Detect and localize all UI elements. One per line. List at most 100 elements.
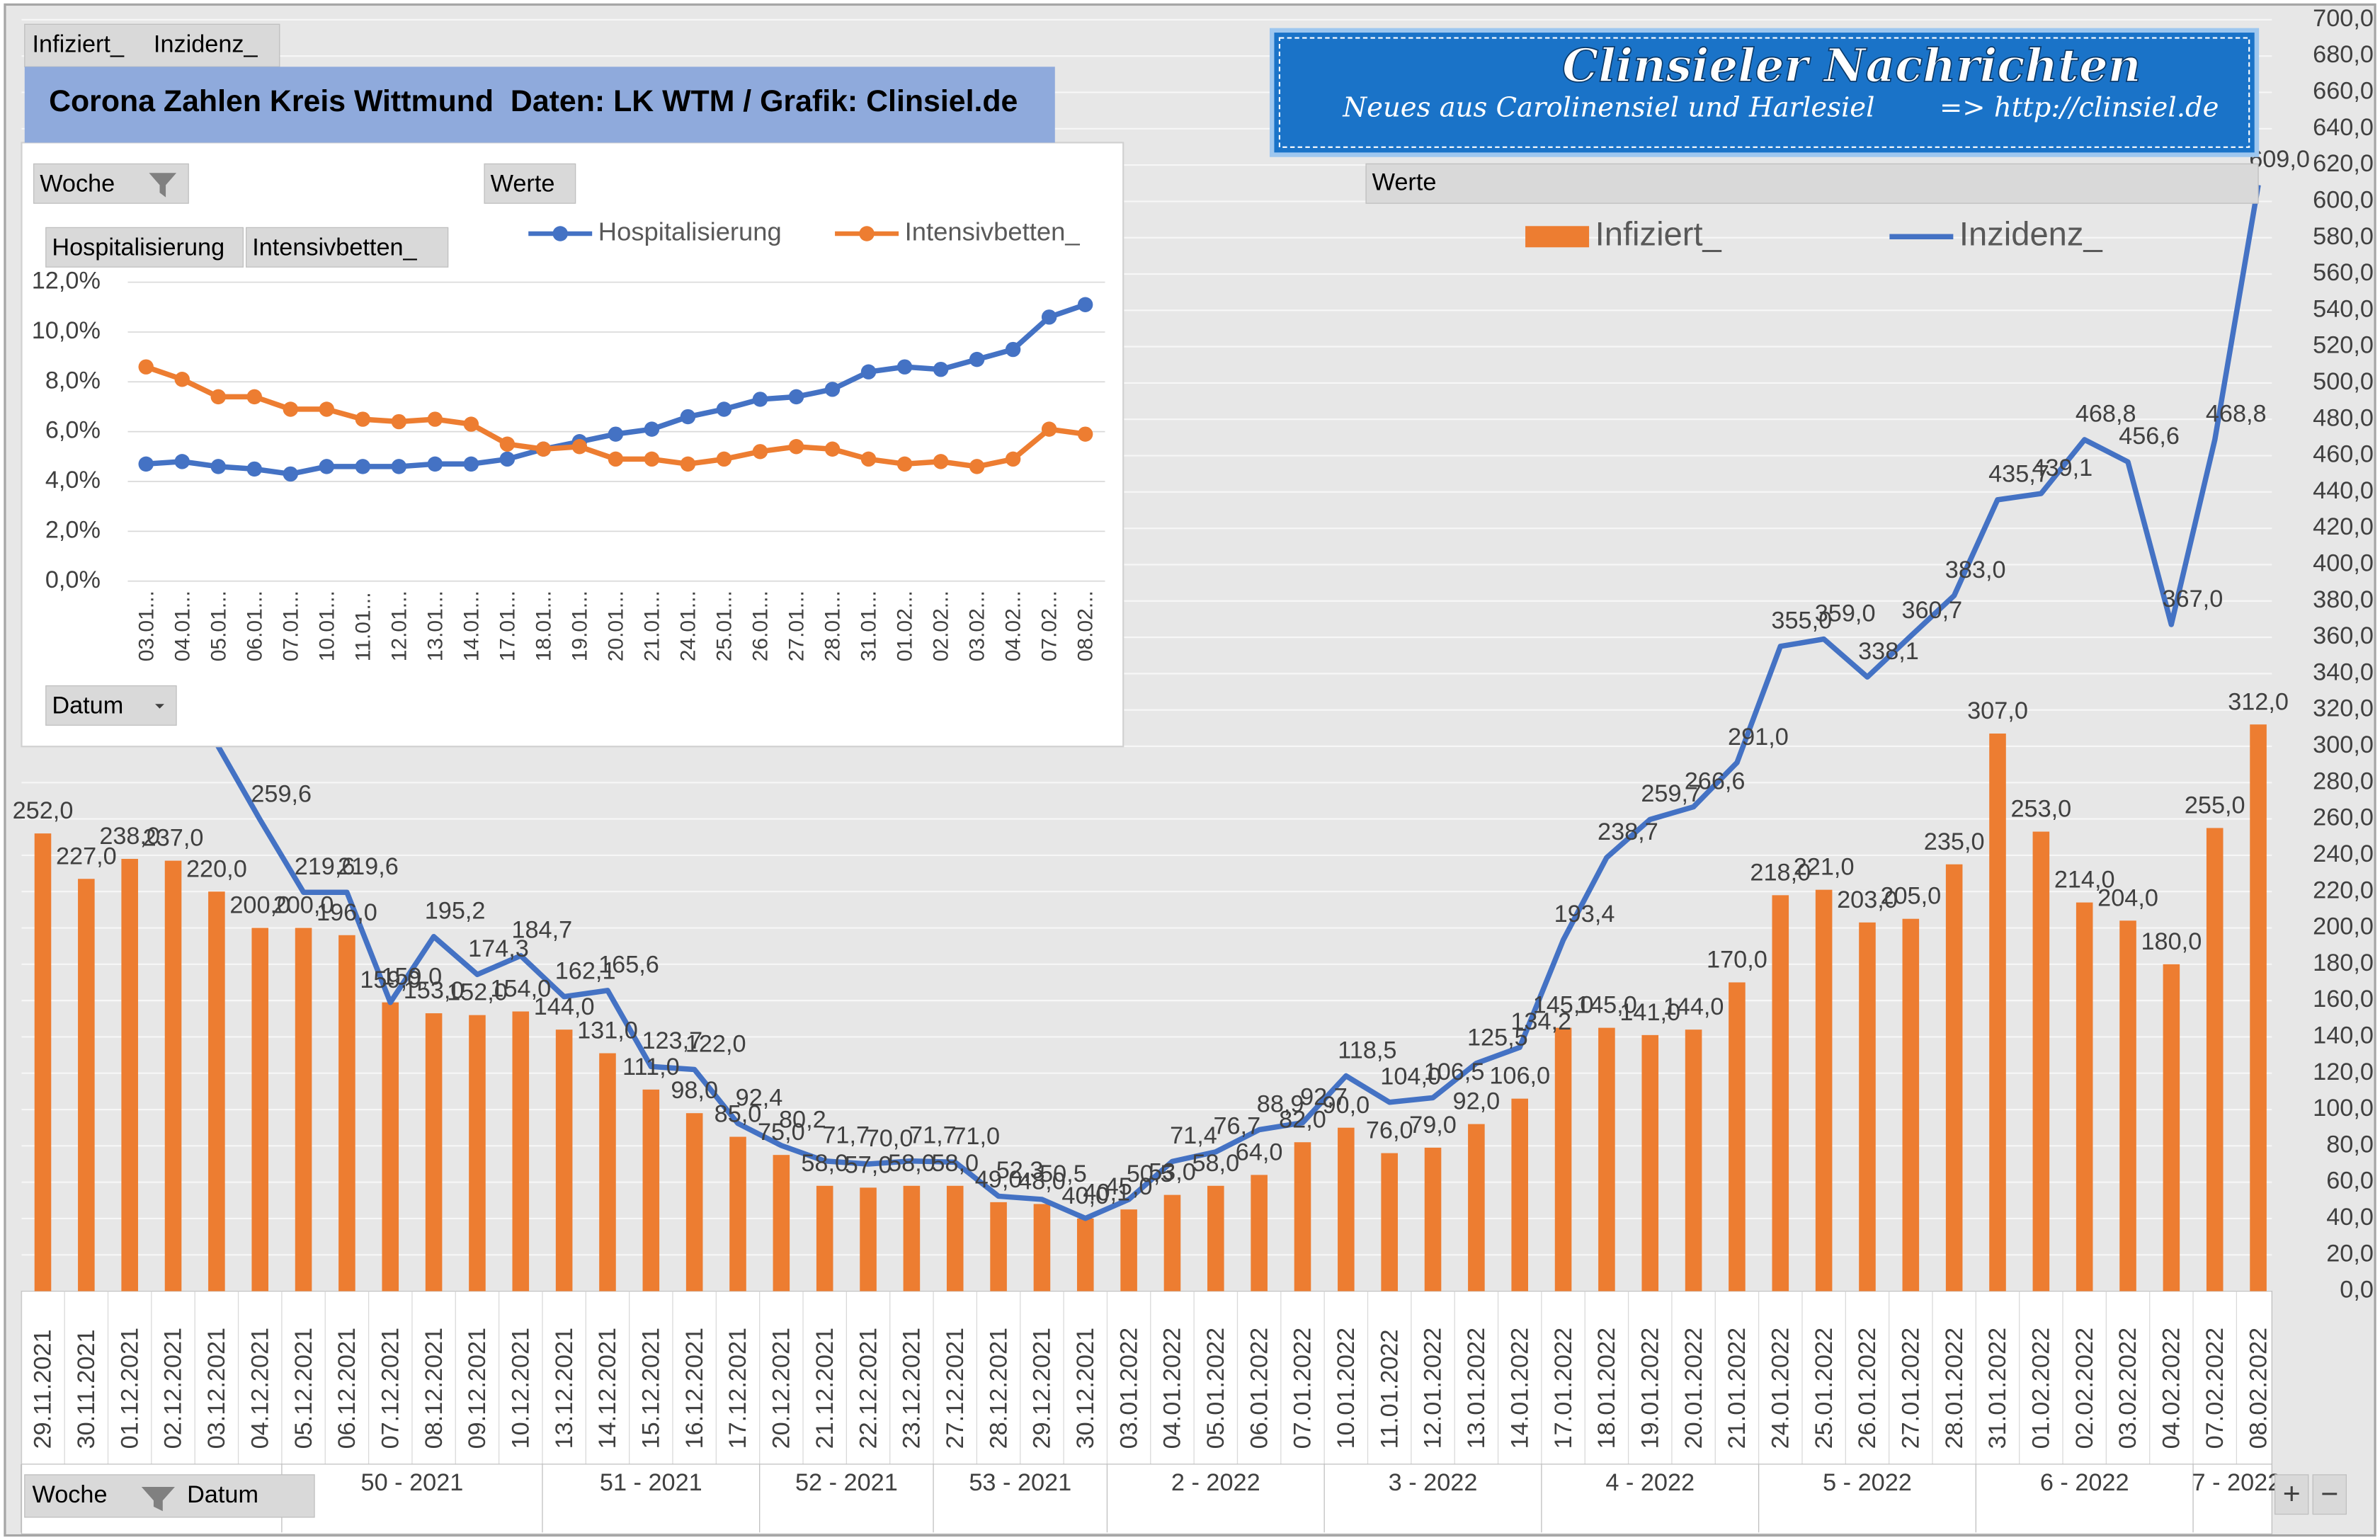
data-label: 193,4 (1554, 901, 1615, 928)
y-tick-label: 40,0 (2326, 1204, 2374, 1231)
x-tick-label: 25.01... (713, 591, 736, 661)
bar (903, 1185, 921, 1291)
data-label: 104,0 (1380, 1063, 1441, 1090)
field-button[interactable]: Hospitalisierung (52, 234, 224, 261)
data-label: 435,7 (1988, 461, 2049, 488)
data-label: 123,7 (642, 1027, 702, 1054)
x-tick-label: 15.12.2021 (638, 1328, 665, 1449)
y-tick-label: 600,0 (2313, 186, 2374, 213)
x-tick-label: 31.01.2022 (1984, 1328, 2011, 1449)
data-label: 88,9 (1257, 1090, 1304, 1117)
x-tick-label: 13.12.2021 (551, 1328, 578, 1449)
marker (391, 413, 407, 430)
field-button[interactable]: Woche (40, 170, 115, 197)
field-button[interactable]: Datum (52, 692, 123, 719)
data-label: 259,7 (1641, 780, 1702, 807)
marker (391, 459, 407, 474)
x-tick-label: 04.12.2021 (246, 1328, 273, 1449)
x-tick-label: 07.02.2022 (2202, 1328, 2228, 1449)
bottom-button[interactable]: Datum (187, 1481, 258, 1508)
group-label: 3 - 2022 (1389, 1469, 1478, 1496)
data-label: 439,1 (2032, 455, 2093, 481)
data-label: 235,0 (1924, 828, 1985, 855)
marker (138, 359, 154, 375)
marker (319, 401, 335, 417)
y-tick-label: 700,0 (2313, 5, 2374, 32)
x-tick-label: 13.01... (423, 591, 447, 661)
x-tick-label: 11.01... (351, 592, 375, 661)
y-tick-label: 440,0 (2313, 477, 2374, 504)
bar (1381, 1153, 1398, 1291)
bar (1120, 1209, 1137, 1291)
marker (969, 459, 985, 474)
banner-url: => http://clinsiel.de (1940, 91, 2219, 123)
data-label: 253,0 (2010, 796, 2071, 823)
x-tick-label: 07.01... (279, 591, 302, 661)
marker (246, 389, 262, 405)
x-tick-label: 20.01.2022 (1680, 1328, 1707, 1449)
x-tick-label: 25.01.2022 (1811, 1328, 1838, 1449)
bar (164, 860, 182, 1291)
values-button-label[interactable]: Werte (1372, 169, 1437, 195)
field-button-bg (45, 685, 177, 726)
y-tick-label: 180,0 (2313, 949, 2374, 976)
filter-button[interactable]: Inzidenz_ (154, 30, 258, 57)
x-tick-label: 28.01... (821, 591, 845, 661)
x-tick-label: 23.12.2021 (899, 1328, 926, 1449)
x-tick-label: 11.01.2022 (1376, 1329, 1403, 1449)
bar (2250, 724, 2267, 1291)
data-label: 180,0 (2141, 928, 2202, 955)
x-tick-label: 21.12.2021 (812, 1328, 838, 1449)
y-tick-label: 140,0 (2313, 1022, 2374, 1049)
bar (1468, 1124, 1485, 1291)
marker (283, 466, 298, 482)
x-tick-label: 05.01... (207, 591, 230, 661)
data-label: 219,6 (338, 853, 399, 880)
y-tick-label: 620,0 (2313, 150, 2374, 177)
main-chart: 0,0 20,0 40,0 60,0 80,0 100,0 120,0 140,0 160,0 1… (13, 5, 2374, 1535)
data-label: 58,0 (1192, 1150, 1239, 1177)
data-label: 159,0 (381, 963, 442, 990)
x-tick-label: 04.02... (1002, 591, 1025, 661)
x-tick-label: 10.01... (315, 591, 338, 661)
x-tick-label: 12.01.2022 (1420, 1328, 1447, 1449)
x-tick-label: 27.01... (785, 591, 809, 661)
data-label: 252,0 (13, 797, 74, 824)
bar (1989, 734, 2006, 1291)
field-button[interactable]: Intensivbetten_ (252, 234, 417, 261)
data-label: 53,0 (1149, 1159, 1196, 1186)
bar (2119, 920, 2136, 1291)
data-label: 367,0 (2163, 586, 2224, 612)
data-label: 227,0 (56, 843, 117, 869)
x-tick-label: 06.12.2021 (334, 1328, 360, 1449)
bottom-button[interactable]: Woche (33, 1481, 108, 1508)
x-tick-label: 08.02.2022 (2245, 1328, 2272, 1449)
x-tick-label: 01.02.2022 (2028, 1328, 2055, 1449)
marker (644, 421, 660, 437)
legend-marker (552, 226, 568, 241)
x-tick-label: 02.02.2022 (2071, 1328, 2098, 1449)
data-label: 165,6 (598, 952, 659, 979)
data-label: 609,0 (2249, 146, 2310, 173)
data-label: 468,8 (2206, 401, 2267, 428)
field-button[interactable]: Werte (491, 170, 555, 197)
x-tick-label: 04.02.2022 (2158, 1328, 2185, 1449)
x-tick-label: 14.01... (460, 591, 483, 661)
data-label: 456,6 (2119, 423, 2180, 450)
bar (425, 1013, 443, 1291)
filter-button[interactable]: Infiziert_ (33, 30, 125, 57)
x-tick-label: 17.01.2022 (1550, 1328, 1577, 1449)
y-tick-label: 0,0 (2340, 1277, 2374, 1304)
y-tick-label: 540,0 (2313, 295, 2374, 322)
zoom-out[interactable]: − (2321, 1477, 2338, 1511)
y-tick-label: 300,0 (2313, 731, 2374, 758)
zoom-in[interactable]: + (2283, 1477, 2301, 1511)
group-label: 52 - 2021 (795, 1469, 898, 1496)
y-tick-label: 640,0 (2313, 114, 2374, 141)
y-tick-label: 2,0% (45, 516, 101, 543)
data-label: 184,7 (511, 917, 572, 944)
legend-label: Intensivbetten_ (905, 217, 1081, 246)
x-tick-label: 20.01... (604, 591, 627, 661)
data-label: 145,0 (1533, 992, 1594, 1019)
